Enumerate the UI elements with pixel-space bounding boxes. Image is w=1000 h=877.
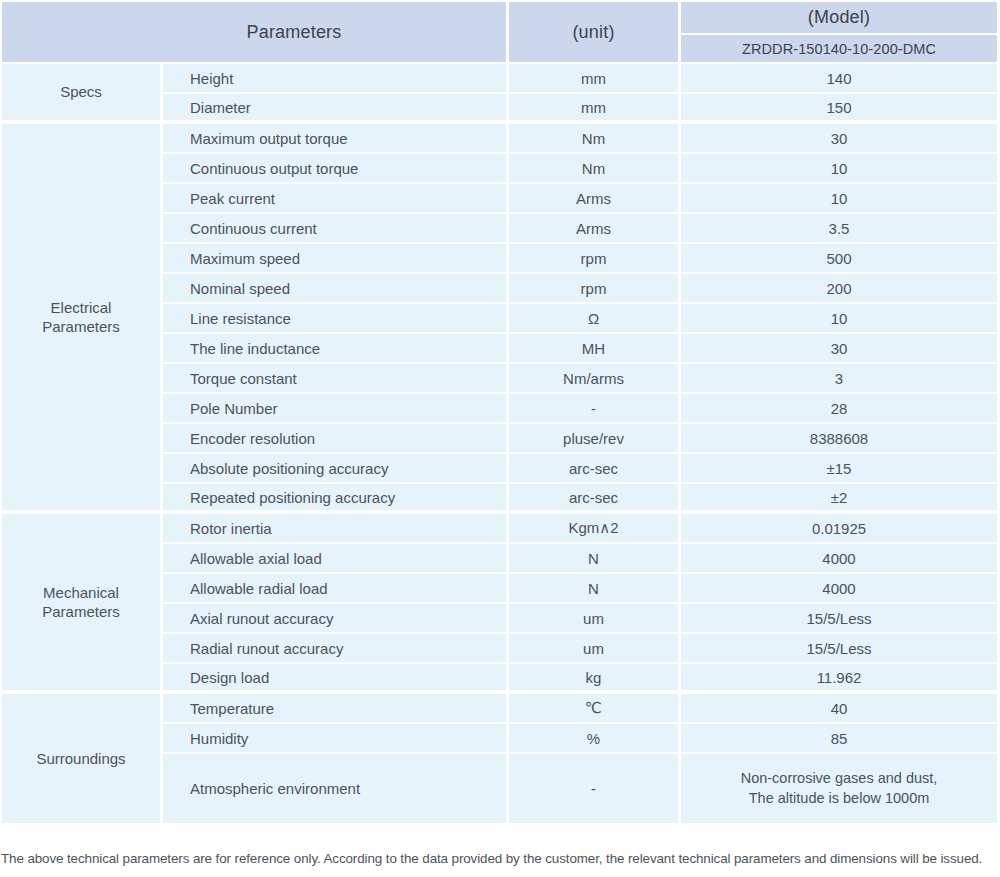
value-cell: ±15 [681, 454, 997, 484]
value-cell: 140 [681, 64, 997, 94]
header-parameters: Parameters [2, 2, 509, 64]
value-cell: 200 [681, 274, 997, 304]
unit-cell: um [509, 604, 681, 634]
unit-cell: kg [509, 664, 681, 694]
unit-cell: - [509, 754, 681, 827]
unit-cell: ℃ [509, 694, 681, 724]
param-cell: Diameter [163, 94, 509, 124]
header-model-number: ZRDDR-150140-10-200-DMC [681, 35, 997, 64]
value-cell: 3.5 [681, 214, 997, 244]
param-cell: Continuous output torque [163, 154, 509, 184]
spec-table: Parameters (unit) (Model) ZRDDR-150140-1… [2, 2, 997, 827]
unit-cell: arc-sec [509, 454, 681, 484]
unit-cell: rpm [509, 244, 681, 274]
header-model: (Model) [681, 2, 997, 35]
unit-cell: Ω [509, 304, 681, 334]
value-cell: 28 [681, 394, 997, 424]
value-cell: 30 [681, 334, 997, 364]
param-cell: Humidity [163, 724, 509, 754]
section-label: Surroundings [2, 694, 163, 827]
param-cell: Encoder resolution [163, 424, 509, 454]
param-cell: Temperature [163, 694, 509, 724]
unit-cell: rpm [509, 274, 681, 304]
param-cell: Maximum speed [163, 244, 509, 274]
param-cell: Absolute positioning accuracy [163, 454, 509, 484]
param-cell: The line inductance [163, 334, 509, 364]
value-cell: 4000 [681, 544, 997, 574]
param-cell: Peak current [163, 184, 509, 214]
value-cell: 85 [681, 724, 997, 754]
table-row: Electrical ParametersMaximum output torq… [2, 124, 997, 154]
value-cell: 10 [681, 184, 997, 214]
param-cell: Rotor inertia [163, 514, 509, 544]
param-cell: Height [163, 64, 509, 94]
param-cell: Allowable axial load [163, 544, 509, 574]
unit-cell: Kgm∧2 [509, 514, 681, 544]
spec-table-body: SpecsHeightmm140Diametermm150Electrical … [2, 64, 997, 827]
unit-cell: um [509, 634, 681, 664]
unit-cell: N [509, 544, 681, 574]
unit-cell: Arms [509, 214, 681, 244]
value-cell: 11.962 [681, 664, 997, 694]
value-cell: 150 [681, 94, 997, 124]
section-label: Specs [2, 64, 163, 124]
unit-cell: Nm [509, 124, 681, 154]
param-cell: Allowable radial load [163, 574, 509, 604]
header-unit: (unit) [509, 2, 681, 64]
unit-cell: MH [509, 334, 681, 364]
value-cell: 0.01925 [681, 514, 997, 544]
value-cell: 15/5/Less [681, 634, 997, 664]
param-cell: Nominal speed [163, 274, 509, 304]
unit-cell: mm [509, 64, 681, 94]
unit-cell: - [509, 394, 681, 424]
param-cell: Radial runout accuracy [163, 634, 509, 664]
value-cell: 3 [681, 364, 997, 394]
value-cell: 40 [681, 694, 997, 724]
unit-cell: Nm [509, 154, 681, 184]
table-row: Mechanical ParametersRotor inertiaKgm∧20… [2, 514, 997, 544]
section-label: Electrical Parameters [2, 124, 163, 514]
unit-cell: Nm/arms [509, 364, 681, 394]
spec-sheet: Parameters (unit) (Model) ZRDDR-150140-1… [0, 0, 1000, 877]
param-cell: Line resistance [163, 304, 509, 334]
param-cell: Continuous current [163, 214, 509, 244]
header-row-top: Parameters (unit) (Model) [2, 2, 997, 35]
value-cell: 15/5/Less [681, 604, 997, 634]
param-cell: Repeated positioning accuracy [163, 484, 509, 514]
section-label: Mechanical Parameters [2, 514, 163, 694]
param-cell: Maximum output torque [163, 124, 509, 154]
unit-cell: % [509, 724, 681, 754]
param-cell: Design load [163, 664, 509, 694]
param-cell: Torque constant [163, 364, 509, 394]
table-row: SurroundingsTemperature℃40 [2, 694, 997, 724]
unit-cell: Arms [509, 184, 681, 214]
spec-table-header: Parameters (unit) (Model) ZRDDR-150140-1… [2, 2, 997, 64]
value-cell: ±2 [681, 484, 997, 514]
footer-note: The above technical parameters are for r… [1, 850, 1000, 869]
value-cell: 10 [681, 304, 997, 334]
param-cell: Atmospheric environment [163, 754, 509, 827]
value-cell: 10 [681, 154, 997, 184]
unit-cell: mm [509, 94, 681, 124]
param-cell: Pole Number [163, 394, 509, 424]
value-cell: 4000 [681, 574, 997, 604]
unit-cell: pluse/rev [509, 424, 681, 454]
unit-cell: arc-sec [509, 484, 681, 514]
table-row: SpecsHeightmm140 [2, 64, 997, 94]
value-cell: Non-corrosive gases and dust, The altitu… [681, 754, 997, 827]
unit-cell: N [509, 574, 681, 604]
param-cell: Axial runout accuracy [163, 604, 509, 634]
value-cell: 8388608 [681, 424, 997, 454]
value-cell: 500 [681, 244, 997, 274]
value-cell: 30 [681, 124, 997, 154]
